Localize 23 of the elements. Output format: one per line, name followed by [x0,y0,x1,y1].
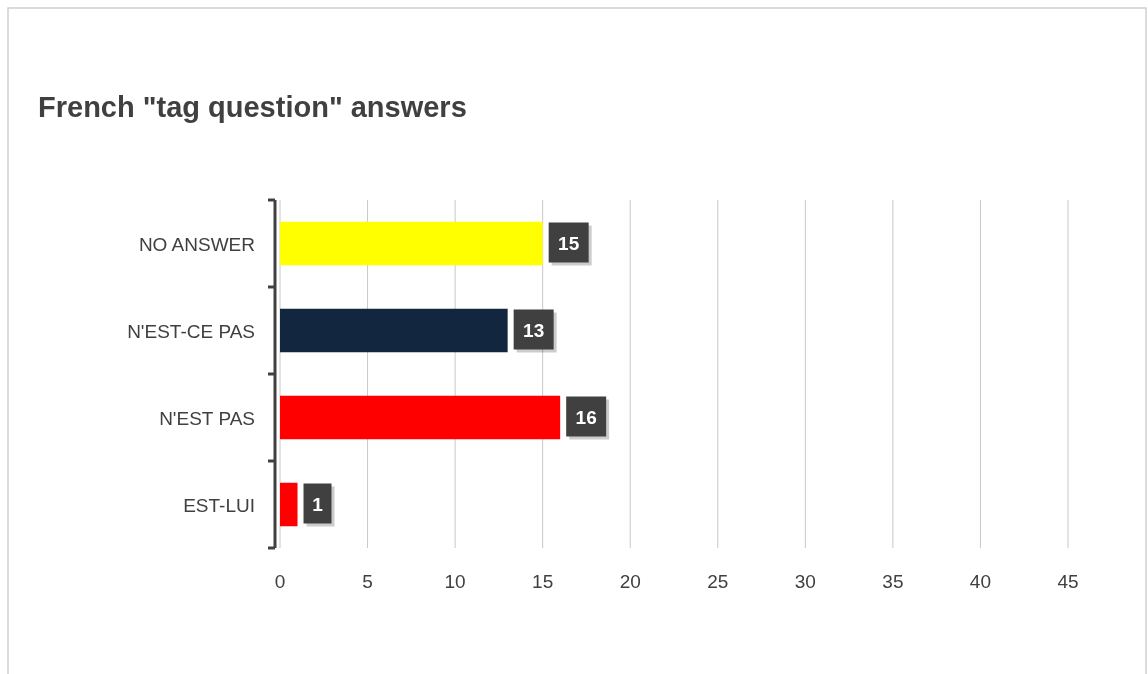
y-tick-label: NO ANSWER [138,233,255,255]
y-tick-label: EST-LUI [183,494,255,516]
bar [280,221,543,266]
x-tick-label: 10 [444,571,466,592]
data-label: 15 [558,232,580,254]
chart-title: French "tag question" answers [38,91,467,123]
x-tick-label: 30 [794,571,816,592]
x-tick-label: 45 [1057,571,1079,592]
data-label: 16 [575,406,597,428]
data-label: 13 [523,319,545,341]
bar [280,482,298,527]
x-tick-label: 0 [274,571,286,592]
y-tick-label: N'EST PAS [159,407,255,429]
x-tick-label: 20 [619,571,641,592]
bar [280,395,561,440]
bar [280,308,508,353]
x-tick-label: 5 [362,571,373,592]
x-tick-label: 40 [969,571,992,592]
x-tick-label: 15 [532,571,554,592]
data-label: 1 [312,493,324,515]
x-tick-label: 25 [707,571,729,592]
x-tick-label: 35 [882,571,904,592]
y-tick-label: N'EST-CE PAS [127,320,255,342]
